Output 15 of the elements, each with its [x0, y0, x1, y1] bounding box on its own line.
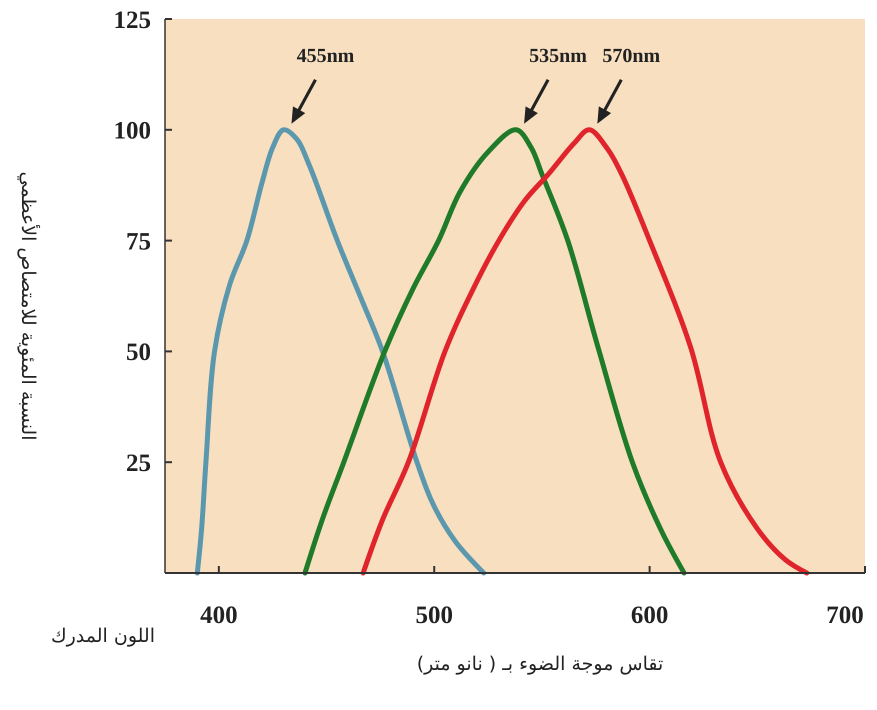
- x-tick-label: 400: [200, 602, 238, 629]
- text: اللون المدرك: [50, 625, 155, 647]
- annotation: 455nm: [296, 44, 355, 67]
- x-tick-label: 500: [415, 602, 453, 629]
- y-tick-label: 50: [126, 339, 151, 366]
- y-tick-label: 25: [126, 450, 151, 477]
- y-axis-title: النسبة المئوية للامتصاص الأعظمي: [17, 172, 41, 440]
- y-tick-label: 75: [126, 228, 151, 256]
- annotation: 570nm: [602, 44, 661, 67]
- annotation: 535nm: [529, 44, 588, 67]
- x-tick-label: 700: [826, 602, 864, 629]
- y-tick-label: 125: [114, 6, 151, 34]
- y-tick-label: 100: [114, 118, 151, 145]
- x-axis-title: تقاس موجة الضوء بـ ( نانو متر): [416, 653, 664, 675]
- x-tick-label: 600: [630, 602, 668, 629]
